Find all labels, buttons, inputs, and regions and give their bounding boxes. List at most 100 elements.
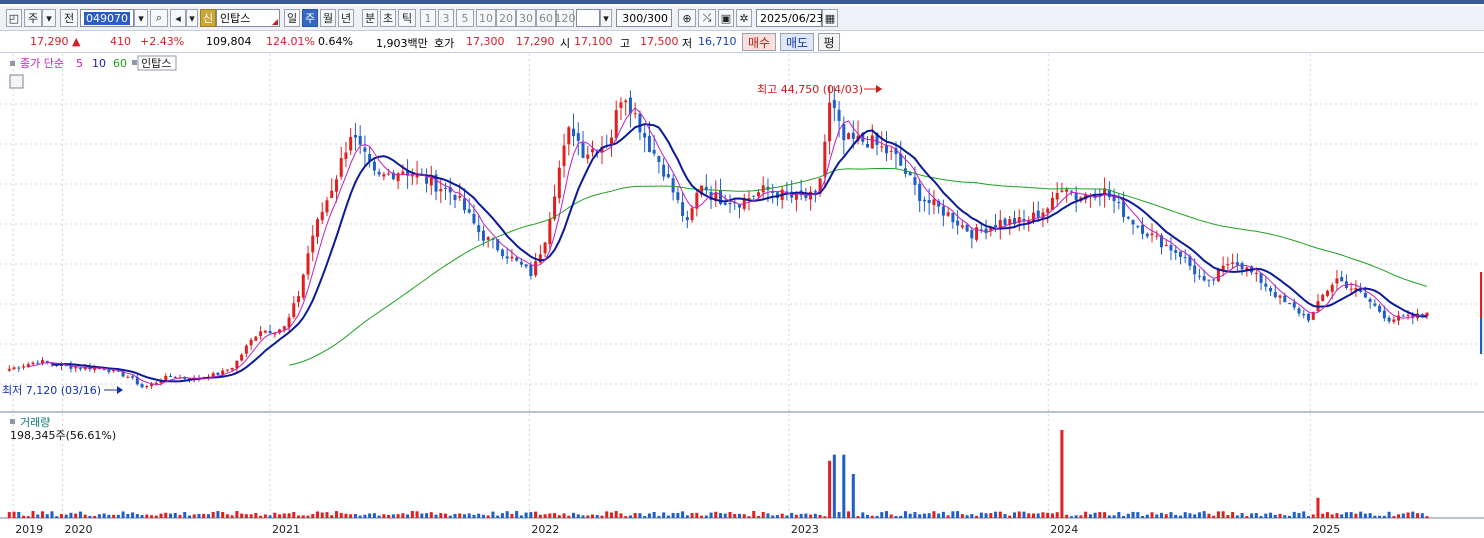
volume-bar bbox=[643, 516, 647, 518]
candle-body bbox=[1330, 284, 1334, 292]
candle-body bbox=[1160, 235, 1164, 248]
volume-bar bbox=[723, 513, 727, 518]
num-10[interactable]: 10 bbox=[476, 9, 496, 27]
volume-bar bbox=[941, 511, 945, 518]
speaker-dropdown-icon[interactable]: ▾ bbox=[186, 9, 198, 27]
market-select[interactable]: 주 bbox=[24, 9, 42, 27]
volume-bar bbox=[851, 474, 855, 518]
period-month[interactable]: 월 bbox=[320, 9, 336, 27]
speaker-icon[interactable]: ◂ bbox=[170, 9, 186, 27]
candle-body bbox=[1231, 262, 1235, 264]
code-dropdown-icon[interactable]: ▾ bbox=[134, 9, 148, 27]
x-axis-label: 2021 bbox=[272, 523, 300, 536]
gear-icon[interactable]: ✲ bbox=[736, 9, 752, 27]
candle-body bbox=[723, 202, 727, 205]
period-week[interactable]: 주 bbox=[302, 9, 318, 27]
candle-body bbox=[975, 227, 979, 240]
volume-bar bbox=[496, 515, 500, 518]
legend-ma5[interactable]: 5 bbox=[76, 57, 83, 70]
prev-button[interactable]: 전 bbox=[60, 9, 78, 27]
candle-body bbox=[1197, 275, 1201, 277]
volume-bar bbox=[121, 511, 125, 518]
volume-bar bbox=[439, 513, 443, 518]
high-arrow-icon bbox=[876, 85, 882, 93]
volume-bar bbox=[268, 515, 272, 518]
volume-bar bbox=[842, 454, 846, 518]
tool-trend-icon[interactable]: ⤯ bbox=[698, 9, 716, 27]
price-chart[interactable]: 2019 2020 2021 2022 2023 2024 2025 종가 단순 5 10 … bbox=[0, 54, 1484, 538]
buy-button[interactable]: 매수 bbox=[742, 33, 776, 51]
candle-body bbox=[965, 224, 969, 232]
volume-bar bbox=[1226, 515, 1230, 518]
candle-body bbox=[1349, 288, 1353, 290]
save-icon[interactable]: ▣ bbox=[718, 9, 734, 27]
legend-ma10[interactable]: 10 bbox=[92, 57, 106, 70]
grid-toggle-icon[interactable] bbox=[9, 74, 24, 89]
volume-bar bbox=[1207, 513, 1211, 518]
candle-body bbox=[297, 296, 301, 303]
sell-button[interactable]: 매도 bbox=[780, 33, 814, 51]
custom-num-input[interactable] bbox=[576, 9, 600, 27]
candle-body bbox=[1207, 279, 1211, 281]
volume-bar bbox=[780, 513, 784, 518]
candle-body bbox=[273, 333, 277, 335]
code-input[interactable]: 049070 bbox=[80, 9, 134, 27]
num-60[interactable]: 60 bbox=[536, 9, 556, 27]
num-20[interactable]: 20 bbox=[496, 9, 516, 27]
volume-bar bbox=[619, 513, 623, 518]
volume-bar bbox=[135, 514, 139, 518]
custom-num-dropdown-icon[interactable]: ▾ bbox=[600, 9, 612, 27]
legend-ma60[interactable]: 60 bbox=[113, 57, 127, 70]
volume-bar bbox=[960, 514, 964, 518]
candle-body bbox=[918, 183, 922, 202]
interval-minute[interactable]: 분 bbox=[362, 9, 378, 27]
period-year[interactable]: 년 bbox=[338, 9, 354, 27]
volume-bar bbox=[349, 514, 353, 518]
candle-body bbox=[1259, 273, 1263, 283]
candle-body bbox=[183, 378, 187, 380]
legend-bullet-icon-2 bbox=[132, 60, 137, 65]
volume-bar bbox=[553, 513, 557, 518]
num-120[interactable]: 120 bbox=[555, 9, 576, 27]
candle-body bbox=[643, 132, 647, 138]
num-3[interactable]: 3 bbox=[438, 9, 454, 27]
candle-body bbox=[984, 228, 988, 234]
volume-bar bbox=[396, 514, 400, 518]
period-day[interactable]: 일 bbox=[284, 9, 300, 27]
candle-body bbox=[339, 158, 343, 177]
candle-body bbox=[211, 373, 215, 377]
candle-body bbox=[102, 368, 106, 370]
candle-body bbox=[1425, 312, 1429, 317]
quote-bar: 17,290 ▲ 410 +2.43% 109,804 124.01% 0.64… bbox=[0, 32, 1484, 53]
num-30[interactable]: 30 bbox=[516, 9, 536, 27]
market-dropdown-icon[interactable]: ▾ bbox=[42, 9, 56, 27]
candle-body bbox=[681, 202, 685, 216]
calendar-icon[interactable]: ▦ bbox=[822, 9, 838, 27]
legend-name-box[interactable] bbox=[137, 55, 177, 71]
volume-bar bbox=[1069, 516, 1073, 518]
tool-crosshair-icon[interactable]: ⊕ bbox=[678, 9, 696, 27]
window-icon[interactable]: ◰ bbox=[6, 9, 22, 27]
volume-bar bbox=[884, 511, 888, 518]
interval-second[interactable]: 초 bbox=[380, 9, 396, 27]
num-1[interactable]: 1 bbox=[420, 9, 436, 27]
count-input[interactable]: 300/300 bbox=[616, 9, 672, 27]
search-icon[interactable]: ⌕ bbox=[150, 9, 168, 27]
date-input[interactable]: 2025/06/23 bbox=[756, 9, 823, 27]
volume-bar bbox=[657, 515, 661, 518]
volume-bar bbox=[1245, 516, 1249, 518]
volume-bar bbox=[1017, 511, 1021, 518]
stock-name-field[interactable]: 인탑스 bbox=[216, 9, 280, 27]
interval-tick[interactable]: 틱 bbox=[398, 9, 416, 27]
volume-bar bbox=[330, 515, 334, 518]
num-5[interactable]: 5 bbox=[456, 9, 474, 27]
eval-button[interactable]: 평 bbox=[818, 33, 840, 51]
volume-bar bbox=[946, 515, 950, 518]
volume-bar bbox=[45, 514, 49, 518]
candle-body bbox=[1254, 272, 1258, 274]
volume-bar bbox=[491, 511, 495, 518]
volume-bar bbox=[107, 514, 111, 518]
volume-bar bbox=[908, 513, 912, 518]
volume-bar bbox=[263, 514, 267, 518]
candle-body bbox=[1188, 256, 1192, 267]
